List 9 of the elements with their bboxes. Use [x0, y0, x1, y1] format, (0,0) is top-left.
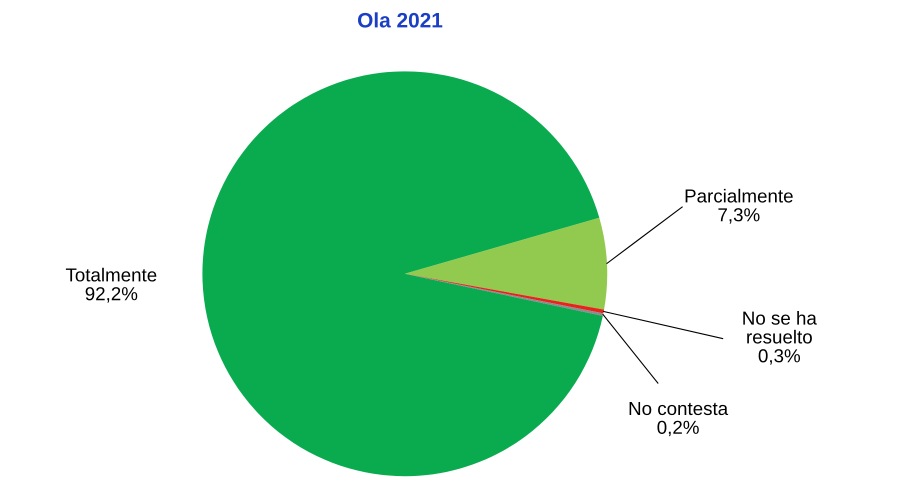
data-label: 92,2% [86, 287, 138, 303]
slice-label: Parcialmente [686, 188, 793, 203]
slice-label: Totalmente [66, 268, 156, 282]
slice-label: No contesta [630, 402, 728, 416]
slice-label: No se ha resuelto [743, 310, 817, 344]
data-label: 7,3% [718, 208, 760, 224]
data-label: 0,3% [758, 349, 800, 365]
data-label: 0,2% [657, 420, 699, 436]
chart-title: Ola 2021 [358, 12, 442, 28]
